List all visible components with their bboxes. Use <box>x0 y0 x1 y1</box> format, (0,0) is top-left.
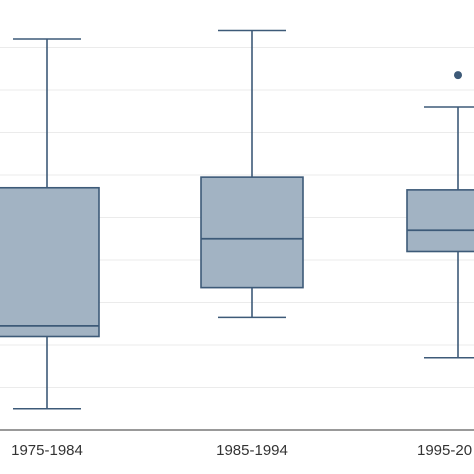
x-tick-label: 1975-1984 <box>11 442 83 459</box>
iqr-box <box>0 186 100 338</box>
box-1 <box>0 38 100 410</box>
iqr-box <box>200 176 304 289</box>
outlier-point <box>454 71 462 80</box>
x-tick-label: 1985-1994 <box>216 442 288 459</box>
box-3 <box>406 71 474 359</box>
iqr-box <box>406 189 474 253</box>
x-tick-label: 1995-20 <box>417 442 472 459</box>
x-tick-labels: 1975-1984 1985-1994 1995-20 <box>11 442 472 459</box>
box-series <box>0 29 474 410</box>
box-2 <box>200 29 304 319</box>
